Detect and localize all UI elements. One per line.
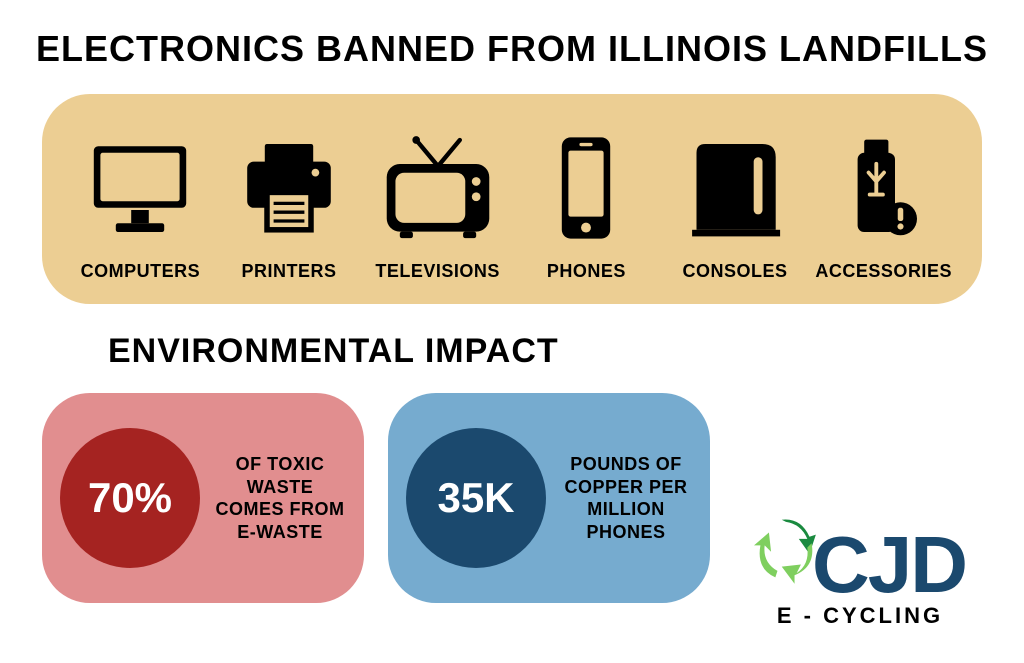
icon-label: COMPUTERS xyxy=(81,261,201,282)
stat-circle: 35K xyxy=(406,428,546,568)
recycle-icon xyxy=(754,511,818,601)
television-icon xyxy=(378,129,498,247)
icon-item-printers: PRINTERS xyxy=(215,129,364,282)
icon-item-accessories: ACCESSORIES xyxy=(809,129,958,282)
stat-card-copper: 35K POUNDS OF COPPER PER MILLION PHONES xyxy=(388,393,710,603)
recycle-arrow-light xyxy=(782,543,813,584)
recycle-arrow-light-2 xyxy=(754,533,777,578)
icons-bar: COMPUTERS PRINTERS xyxy=(42,94,982,304)
logo-sub-text: E - CYCLING xyxy=(777,603,943,629)
stat-card-toxic: 70% OF TOXIC WASTE COMES FROM E-WASTE xyxy=(42,393,364,603)
sub-title: ENVIRONMENTAL IMPACT xyxy=(108,332,1024,371)
icon-item-phones: PHONES xyxy=(512,129,661,282)
icon-item-consoles: CONSOLES xyxy=(661,129,810,282)
stat-text: POUNDS OF COPPER PER MILLION PHONES xyxy=(560,453,692,543)
stat-text: OF TOXIC WASTE COMES FROM E-WASTE xyxy=(214,453,346,543)
icon-label: PRINTERS xyxy=(242,261,337,282)
main-title: ELECTRONICS BANNED FROM ILLINOIS LANDFIL… xyxy=(0,0,1024,70)
phone-icon xyxy=(546,129,626,247)
stat-value: 35K xyxy=(437,474,514,522)
printer-icon xyxy=(234,129,344,247)
icon-label: TELEVISIONS xyxy=(375,261,500,282)
accessories-icon xyxy=(839,129,929,247)
logo: CJD E - CYCLING xyxy=(740,529,980,629)
console-icon xyxy=(685,129,785,247)
icon-item-televisions: TELEVISIONS xyxy=(363,129,512,282)
stat-circle: 70% xyxy=(60,428,200,568)
stat-value: 70% xyxy=(88,474,172,522)
computer-icon xyxy=(85,129,195,247)
icon-label: PHONES xyxy=(547,261,626,282)
icon-label: CONSOLES xyxy=(683,261,788,282)
icon-label: ACCESSORIES xyxy=(815,261,952,282)
logo-main-text: CJD xyxy=(812,531,966,599)
icon-item-computers: COMPUTERS xyxy=(66,129,215,282)
